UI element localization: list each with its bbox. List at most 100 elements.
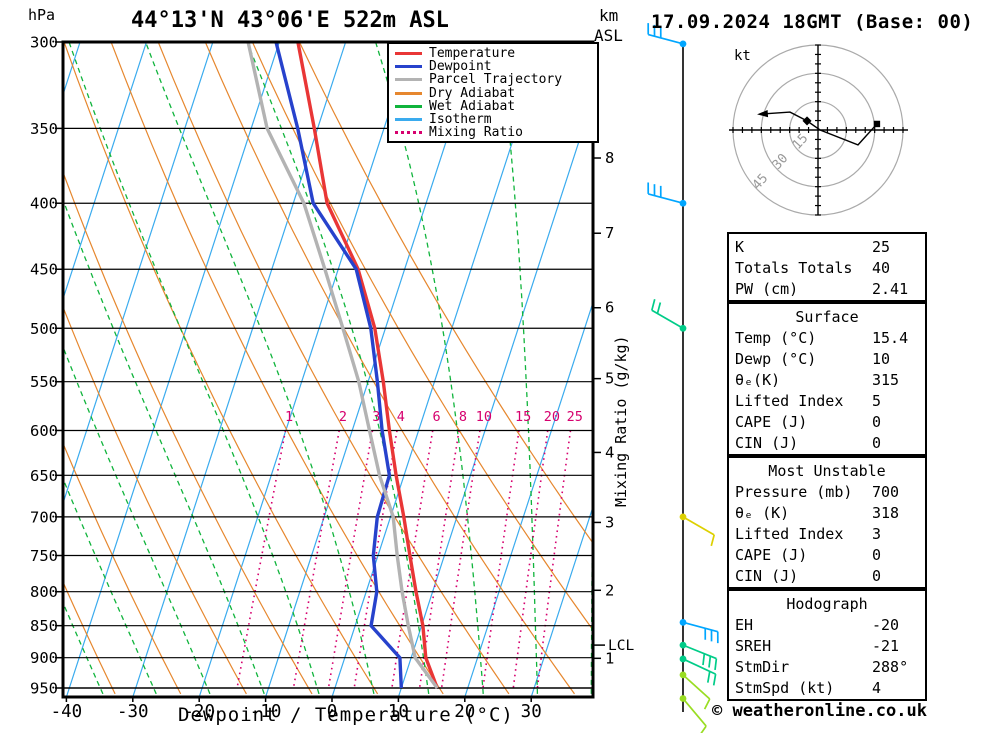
info-row-value: 0 <box>872 546 882 564</box>
km-tick-label: 2 <box>605 581 614 599</box>
km-tick-label: 5 <box>605 370 614 388</box>
hodograph-trace <box>762 111 878 146</box>
copyright: © weatheronline.co.uk <box>712 701 927 721</box>
legend-label: Temperature <box>429 46 516 62</box>
mixing-ratio-value-label: 8 <box>459 409 467 425</box>
km-tick-label: 7 <box>605 224 614 242</box>
info-row-label: SREH <box>735 637 772 655</box>
info-row: Lifted Index 3 <box>729 524 925 545</box>
info-panel-surface: Surface Temp (°C) 15.4 Dewp (°C) 10 θₑ(K) 315 L… <box>727 302 927 456</box>
hodograph-square-marker <box>873 120 881 128</box>
info-row: K 25 <box>729 237 925 258</box>
info-row: EH -20 <box>729 615 925 636</box>
station-title: 44°13'N 43°06'E 522m ASL <box>131 8 449 33</box>
legend-line-sample <box>395 91 422 95</box>
legend-row: Wet Adiabat <box>393 100 597 113</box>
info-row-label: K <box>735 238 745 256</box>
x-axis-label: Dewpoint / Temperature (°C) <box>178 704 514 726</box>
temperature-tick-label: -10 <box>250 702 282 722</box>
info-row: CIN (J) 0 <box>729 433 925 454</box>
wind-barb <box>679 671 711 710</box>
info-row-label: PW (cm) <box>735 280 799 298</box>
info-row: Dewp (°C) 10 <box>729 349 925 370</box>
info-row: θₑ(K) 315 <box>729 370 925 391</box>
info-row-label: CIN (J) <box>735 567 799 585</box>
info-row-value: -21 <box>872 637 900 655</box>
legend-row: Mixing Ratio <box>393 126 597 139</box>
hodograph-ring-label: 45 <box>750 171 772 193</box>
pressure-tick-label: 750 <box>30 547 58 565</box>
lcl-label: LCL <box>608 638 634 654</box>
temperature-tick-label: -30 <box>117 702 149 722</box>
wind-barb <box>679 513 715 547</box>
info-row-label: Lifted Index <box>735 392 844 410</box>
legend-line-sample <box>395 104 422 108</box>
pressure-tick-label: 350 <box>30 120 58 138</box>
info-row-label: θₑ (K) <box>735 504 790 522</box>
legend-label: Isotherm <box>429 112 492 128</box>
info-row-value: 15.4 <box>872 329 909 347</box>
legend-line-sample <box>395 131 422 135</box>
legend-row: Isotherm <box>393 113 597 126</box>
info-row-label: StmSpd (kt) <box>735 679 835 697</box>
wind-barb <box>679 641 718 671</box>
info-row-value: 0 <box>872 413 882 431</box>
mixing-ratio-value-label: 10 <box>476 409 492 425</box>
info-row: StmSpd (kt) 4 <box>729 678 925 699</box>
wind-barb <box>679 655 717 686</box>
legend-line-sample <box>395 118 422 122</box>
pressure-tick-label: 400 <box>30 195 58 213</box>
info-row-value: 25 <box>872 238 891 256</box>
datetime-title: 17.09.2024 18GMT (Base: 00) <box>651 11 974 33</box>
pressure-tick-label: 650 <box>30 467 58 485</box>
info-row-label: CAPE (J) <box>735 546 808 564</box>
info-row-value: 0 <box>872 434 882 452</box>
info-row-label: CAPE (J) <box>735 413 808 431</box>
pressure-tick-label: 900 <box>30 649 58 667</box>
mixing-ratio-value-label: 2 <box>339 409 347 425</box>
legend-row: Dry Adiabat <box>393 87 597 100</box>
series-parcel-trajectory <box>246 42 439 689</box>
info-panel-indices: K 25 Totals Totals 40 PW (cm) 2.41 <box>727 232 927 302</box>
info-row: θₑ (K) 318 <box>729 503 925 524</box>
legend-label: Wet Adiabat <box>429 98 516 114</box>
pressure-unit-label: hPa <box>28 6 56 24</box>
hodograph-unit-label: kt <box>734 48 751 64</box>
info-row-value: 2.41 <box>872 280 909 298</box>
km-tick-label: 3 <box>605 513 614 531</box>
info-row-label: Pressure (mb) <box>735 483 853 501</box>
info-row-value: 318 <box>872 504 900 522</box>
legend-label: Mixing Ratio <box>429 125 523 141</box>
pressure-tick-label: 700 <box>30 508 58 526</box>
pressure-tick-label: 950 <box>30 680 58 698</box>
legend-row: Temperature <box>393 47 597 60</box>
legend-line-sample <box>395 78 422 82</box>
info-row-value: 288° <box>872 658 909 676</box>
legend-label: Dewpoint <box>429 59 492 75</box>
info-row-label: θₑ(K) <box>735 371 781 389</box>
temperature-tick-label: 0 <box>327 702 338 722</box>
info-row-label: Lifted Index <box>735 525 844 543</box>
legend-row: Parcel Trajectory <box>393 73 597 86</box>
altitude-unit-label-km: km <box>599 6 619 25</box>
info-row-value: 700 <box>872 483 900 501</box>
info-row: Temp (°C) 15.4 <box>729 328 925 349</box>
info-row: Lifted Index 5 <box>729 391 925 412</box>
info-row-value: 5 <box>872 392 882 410</box>
info-row: SREH -21 <box>729 636 925 657</box>
temperature-tick-label: -20 <box>183 702 215 722</box>
info-row: Totals Totals 40 <box>729 258 925 279</box>
info-row: CAPE (J) 0 <box>729 412 925 433</box>
legend-row: Dewpoint <box>393 60 597 73</box>
info-row-label: EH <box>735 616 754 634</box>
info-panel-most-unstable: Most Unstable Pressure (mb) 700 θₑ (K) 318 Li… <box>727 456 927 589</box>
mixing-ratio-axis-label: Mixing Ratio (g/kg) <box>612 335 630 507</box>
pressure-tick-label: 600 <box>30 422 58 440</box>
info-row-label: StmDir <box>735 658 790 676</box>
legend: Temperature Dewpoint Parcel Trajectory Dry … <box>387 42 599 144</box>
km-tick-label: 8 <box>605 149 614 167</box>
series-temperature <box>296 42 439 689</box>
wind-barb <box>647 23 687 48</box>
mixing-ratio-value-label: 15 <box>515 409 531 425</box>
